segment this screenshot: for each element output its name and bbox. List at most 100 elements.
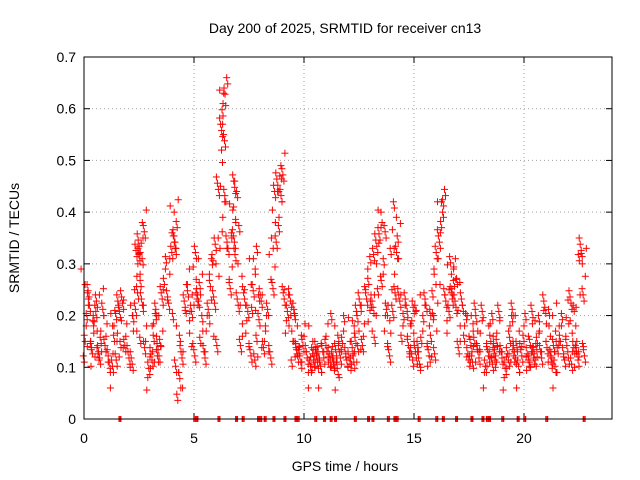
data-point [532,333,540,341]
data-point [133,230,141,238]
data-point [539,360,547,368]
data-point [433,255,441,263]
data-point [390,204,398,212]
data-point [79,352,87,360]
data-point [364,265,372,273]
data-point [113,316,121,324]
data-point [578,285,586,293]
y-tick-label: 0.6 [57,101,77,117]
data-point [526,358,534,366]
data-point [410,329,418,337]
data-point [160,281,168,289]
data-point [130,318,138,326]
data-point [473,318,481,326]
data-point [287,356,295,364]
data-point [331,339,339,347]
data-point [120,335,128,343]
data-point [434,198,441,206]
data-point [84,295,92,303]
y-tick-label: 0 [68,411,76,427]
data-point [472,312,480,320]
data-point [516,368,524,376]
data-point [427,337,435,345]
chart-title: Day 200 of 2025, SRMTID for receiver cn1… [209,20,482,36]
data-point [486,331,494,339]
data-point [552,368,560,376]
data-point [103,320,111,328]
data-point [520,337,528,345]
data-point [258,337,266,345]
data-point [83,281,91,289]
data-point [393,232,401,240]
data-point [170,238,178,246]
data-point [180,297,188,305]
data-point [339,339,347,347]
data-point [83,289,91,297]
data-point [195,278,203,286]
data-point [455,350,463,358]
data-point [182,310,190,318]
data-point [570,307,578,315]
data-point [348,317,356,325]
data-point [193,285,201,293]
data-point [274,181,282,189]
data-point [225,278,233,286]
data-point [477,301,485,309]
data-point [456,278,464,286]
data-point [228,263,236,271]
data-point [465,332,473,340]
data-point [344,348,352,356]
data-point [491,346,499,354]
data-point [208,261,216,269]
data-point [219,158,226,166]
data-point [535,327,543,335]
data-point [206,320,214,328]
data-point [400,289,408,297]
data-point [245,339,253,347]
data-point [456,289,464,297]
data-point [169,232,177,240]
data-point [99,305,107,313]
data-point [245,255,253,263]
data-point [331,322,339,330]
data-point [357,335,365,343]
data-point [549,384,557,392]
data-point [450,263,458,271]
data-point [96,354,104,362]
data-point [152,316,160,324]
data-point [94,342,102,350]
data-point [254,353,262,361]
data-point [536,342,544,350]
data-point [92,307,100,315]
data-point [575,362,583,370]
data-point [116,314,124,322]
data-point [537,348,545,356]
plot-frame [83,56,613,420]
data-point [358,342,366,350]
data-point [228,226,236,234]
data-point [447,270,455,278]
data-point [423,339,431,347]
data-point [213,342,221,350]
data-point [568,329,576,337]
data-point [387,358,395,366]
data-point [279,289,287,297]
data-point [240,289,248,297]
data-point [327,310,335,318]
data-point [379,255,387,263]
data-point [377,276,385,284]
data-point [420,289,428,297]
data-point [566,317,574,325]
data-point [388,226,396,234]
data-point [547,348,555,356]
data-point [161,253,169,261]
data-point [133,253,141,261]
data-point [575,234,583,242]
data-point [524,332,532,340]
data-point [311,337,319,345]
data-point [172,362,180,370]
data-point [263,299,271,307]
data-point [212,246,220,254]
data-point [305,322,313,330]
data-point [163,287,171,295]
